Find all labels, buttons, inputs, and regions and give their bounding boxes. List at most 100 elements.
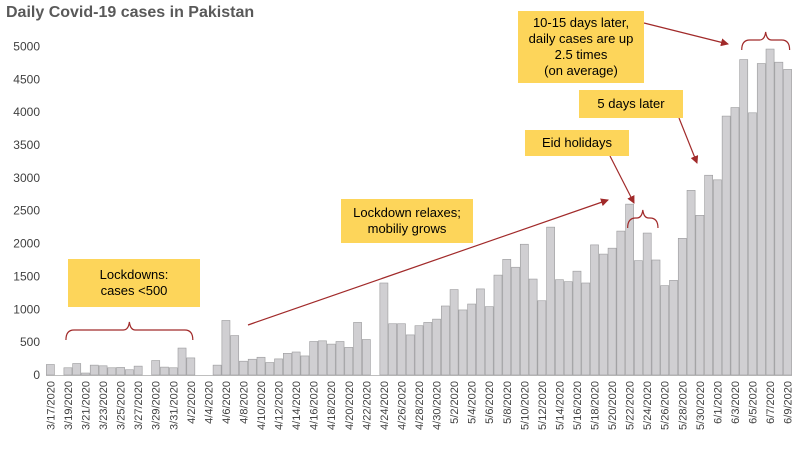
x-tick-label: 5/18/2020 [590,381,602,430]
y-axis: 0 500 1000 1500 2000 2500 3000 3500 4000 4500 5000 [13,39,792,382]
x-tick-label: 5/10/2020 [519,381,531,430]
bar [598,253,608,376]
bar [704,174,713,376]
bar [265,362,275,376]
arrow-ten-days [643,22,729,47]
bar [379,282,389,376]
callout-ten-days-later: 10-15 days later, daily cases are up 2.5… [518,11,644,83]
bar [677,238,687,376]
bar [397,323,406,376]
bar [326,343,336,376]
bar [405,334,415,376]
bar [440,305,450,376]
x-tick-label: 6/7/2020 [765,381,777,424]
callout-eid-holidays: Eid holidays [525,130,629,156]
x-tick-label: 3/25/2020 [116,381,128,430]
bar [590,244,599,376]
y-tick-label: 3500 [13,138,40,152]
x-tick-label: 6/5/2020 [748,381,760,424]
x-tick-label: 6/1/2020 [712,381,724,424]
x-tick-label: 4/18/2020 [326,381,338,430]
x-tick-label: 4/2/2020 [186,381,198,424]
x-tick-label: 5/12/2020 [537,381,549,430]
bar [449,289,459,376]
bar [765,48,775,376]
y-tick-label: 5000 [13,39,40,53]
bar [414,325,424,376]
bar [46,364,55,376]
x-tick-label: 3/21/2020 [80,381,92,430]
bar [344,347,354,376]
x-tick-label: 5/26/2020 [660,381,672,430]
y-tick-label: 500 [20,335,40,349]
x-tick-label: 3/23/2020 [98,381,110,430]
bar [283,353,292,376]
x-tick-label: 4/26/2020 [396,381,408,430]
bar [89,364,99,376]
callout-ten-days-line-1: 10-15 days later, [532,15,630,30]
callout-lockdowns: Lockdowns: cases <500 [68,259,200,307]
x-tick-label: 4/4/2020 [203,381,215,424]
callout-five-days-later: 5 days later [579,90,683,118]
bar [502,259,512,376]
bar [528,278,538,376]
bar [160,366,169,376]
bar [177,347,187,376]
x-tick-label: 4/14/2020 [291,381,303,430]
bar [511,266,520,376]
x-tick-label: 5/8/2020 [502,381,514,424]
bar [783,69,792,376]
bar [300,355,310,376]
x-tick-label: 4/6/2020 [221,381,233,424]
bar [291,351,301,376]
brace-eid [627,209,659,229]
x-tick-label: 4/8/2020 [238,381,250,424]
arrow-lockdown-relaxes [247,198,609,326]
brace-lockdowns [65,321,194,341]
bar [721,115,731,376]
bar [555,279,564,376]
bar [256,356,266,376]
x-axis: 3/17/2020 3/19/2020 3/21/2020 3/23/2020 3/25… [45,381,794,430]
x-tick-label: 5/20/2020 [607,381,619,430]
bar [309,341,319,376]
bar [625,203,634,376]
bar [116,367,125,376]
bar [353,322,362,376]
callout-ten-days-line-2: daily cases are up [528,31,634,46]
x-tick-label: 6/3/2020 [730,381,742,424]
arrow-eid [609,155,635,204]
x-tick-label: 5/14/2020 [554,381,566,430]
x-tick-label: 4/16/2020 [309,381,321,430]
y-tick-label: 2000 [13,237,40,251]
bar [476,288,485,376]
bar [98,365,108,376]
x-tick-label: 4/24/2020 [379,381,391,430]
bar [713,179,722,376]
arrow-five-days [678,117,699,164]
x-tick-label: 4/22/2020 [361,381,373,430]
bar [423,322,433,376]
bars-group [46,48,792,376]
x-tick-label: 5/6/2020 [484,381,496,424]
x-tick-label: 3/27/2020 [133,381,145,430]
bar [361,339,371,376]
bar [607,247,617,376]
bar [388,323,398,376]
bar [616,230,626,376]
bar [660,285,670,376]
bar [686,190,696,376]
y-tick-label: 3000 [13,171,40,185]
bar [651,259,661,376]
callout-ten-days-line-4: (on average) [544,63,618,78]
bar [432,318,441,376]
bar [484,306,494,376]
bar [458,309,468,376]
bar [230,335,240,376]
callout-ten-days-line-3: 2.5 times [554,47,608,62]
bar [247,358,257,376]
bar [318,340,327,376]
x-tick-label: 5/2/2020 [449,381,461,424]
bar [563,281,573,376]
